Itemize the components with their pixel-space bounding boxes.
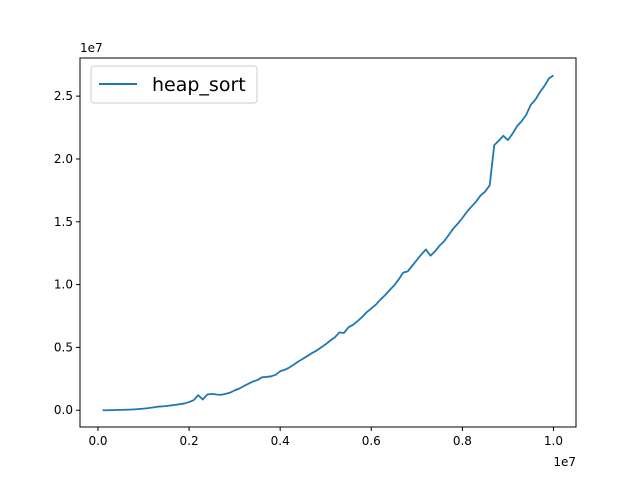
x-tick-label: 0.2 [180,434,199,448]
legend: heap_sort [90,65,258,104]
y-axis-offset-text: 1e7 [80,41,103,55]
y-tick-label: 2.5 [54,89,73,103]
x-tick-label: 0.0 [88,434,107,448]
plot-frame [79,57,577,428]
legend-label-heap-sort: heap_sort [152,74,246,96]
ticks-layer: 0.0 0.2 0.4 0.6 0.8 1.0 0.0 0.5 1.0 1.5 2.0 2.5 [54,89,563,448]
y-tick-label: 0.0 [54,403,73,417]
x-axis-offset-text: 1e7 [553,455,576,469]
series-layer [102,74,554,412]
x-tick-label: 0.6 [362,434,381,448]
y-tick-label: 0.5 [54,340,73,354]
y-tick-label: 1.0 [54,278,73,292]
y-tick-label: 2.0 [54,152,73,166]
series-line-heap-sort [102,74,554,412]
plot-area-background [80,58,576,427]
x-tick-label: 1.0 [544,434,563,448]
legend-box [90,65,258,104]
y-tick-label: 1.5 [54,215,73,229]
x-tick-label: 0.8 [453,434,472,448]
x-tick-label: 0.4 [271,434,290,448]
